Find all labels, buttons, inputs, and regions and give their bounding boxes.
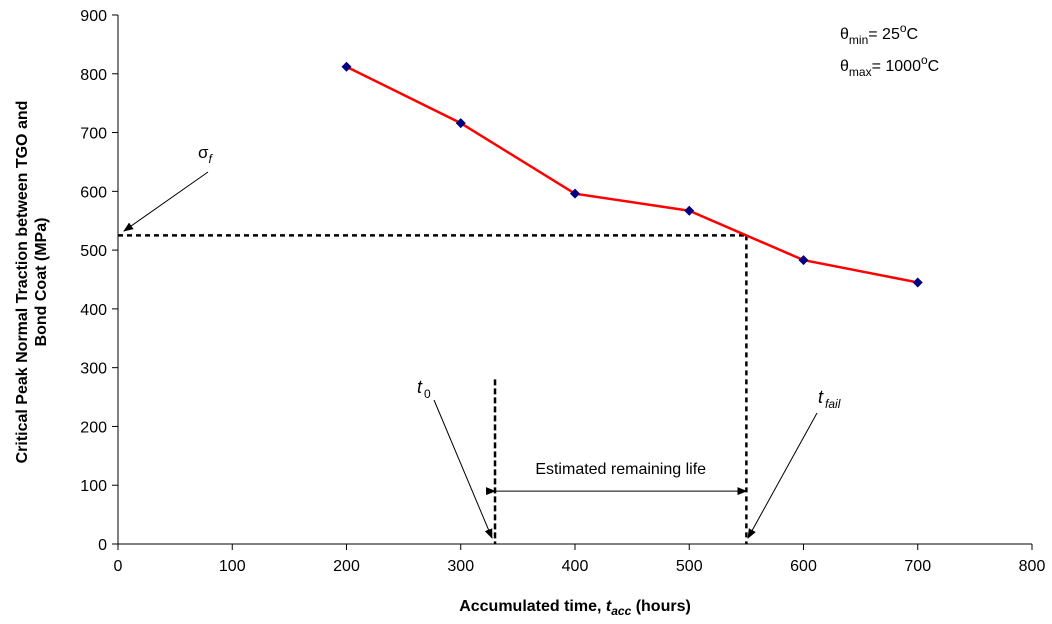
data-point [341,61,352,72]
x-tick-label: 0 [114,558,123,575]
x-tick-label: 600 [790,558,817,575]
series-line [345,65,918,284]
sigma-f-arrow [123,171,209,232]
sigma-f-label: σf [198,143,214,166]
tfail-label: t fail [818,387,841,411]
y-axis-ticks: 0 100 200 300 400 500 600 700 800 900 [80,8,118,554]
data-point [684,205,695,216]
tfail-arrow [747,412,818,539]
x-tick-label: 100 [219,558,246,575]
data-point [912,277,923,288]
y-tick-label: 400 [80,302,107,319]
y-tick-label: 600 [80,184,107,201]
data-point [798,255,809,266]
y-tick-label: 500 [80,243,107,260]
y-tick-label: 200 [80,419,107,436]
y-tick-label: 300 [80,361,107,378]
x-tick-label: 800 [1019,558,1046,575]
x-tick-label: 400 [562,558,589,575]
y-tick-label: 0 [98,537,107,554]
y-tick-label: 800 [80,67,107,84]
x-tick-label: 200 [333,558,360,575]
temperature-legend: θmin= 25oC θmax= 1000oC [840,21,939,79]
x-axis-title: Accumulated time, tacc (hours) [459,598,691,618]
x-axis-ticks: 0 100 200 300 400 500 600 700 800 [114,544,1046,575]
y-axis-title: Critical Peak Normal Traction between TG… [14,101,50,464]
x-tick-label: 700 [904,558,931,575]
t0-arrow [433,399,493,539]
remaining-life-label: Estimated remaining life [535,461,706,478]
data-point [455,118,466,129]
y-axis-title-line1: Critical Peak Normal Traction between TG… [14,101,31,464]
series-markers [341,61,923,288]
x-tick-label: 300 [447,558,474,575]
y-axis-title-line2: Bond Coat (MPa) [33,218,50,347]
y-tick-label: 100 [80,478,107,495]
guide-lines [118,234,748,544]
data-point [570,188,580,199]
y-tick-label: 700 [80,126,107,143]
x-tick-label: 500 [676,558,703,575]
y-tick-label: 900 [80,8,107,25]
theta-max-label: θmax= 1000oC [840,53,939,79]
theta-min-label: θmin= 25oC [840,21,918,47]
